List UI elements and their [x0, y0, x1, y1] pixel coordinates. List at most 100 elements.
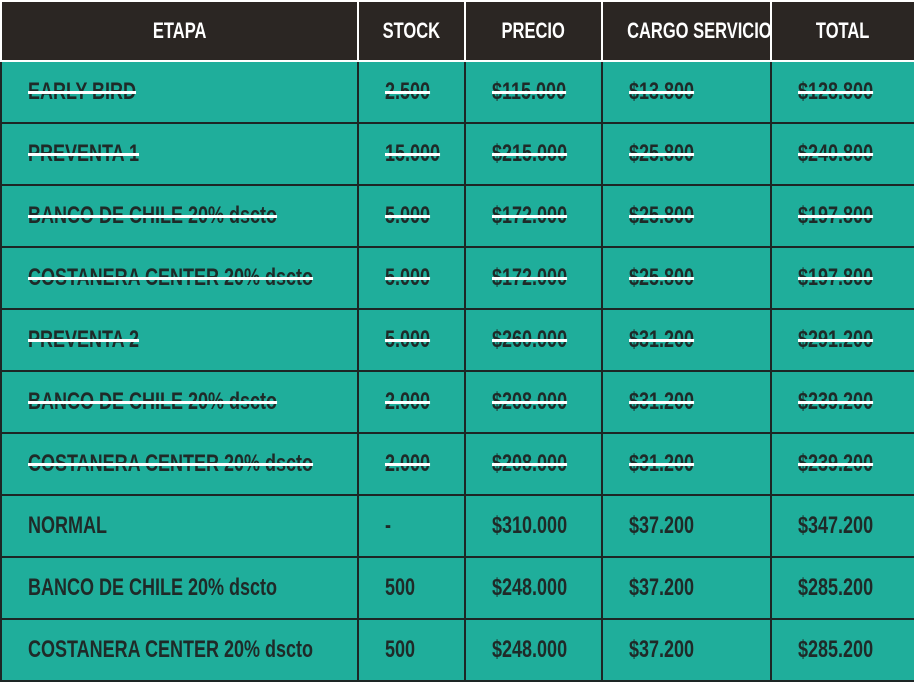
- table-cell: BANCO DE CHILE 20% dscto: [0, 370, 359, 434]
- header-cell: STOCK: [357, 0, 466, 62]
- table-cell-text: 5.000: [385, 264, 431, 291]
- table-cell-text: BANCO DE CHILE 20% dscto: [28, 574, 278, 601]
- table-row: BANCO DE CHILE 20% dscto 2.000 $208.000 $31…: [0, 370, 914, 434]
- table-cell-text: $25.800: [629, 264, 695, 291]
- table-cell: 5.000: [357, 246, 466, 310]
- table-cell-text: COSTANERA CENTER 20% dscto: [28, 450, 314, 477]
- table-cell-text: $347.200: [798, 512, 874, 539]
- table-cell: COSTANERA CENTER 20% dscto: [0, 246, 359, 310]
- table-cell-text: $25.800: [629, 140, 695, 167]
- table-cell: $248.000: [464, 618, 603, 682]
- table-header: ETAPA STOCK PRECIO CARGO SERVICIO TOTAL: [0, 0, 914, 62]
- table-row: COSTANERA CENTER 20% dscto 500 $248.000 $37…: [0, 618, 914, 682]
- table-cell: $248.000: [464, 556, 603, 620]
- table-cell: COSTANERA CENTER 20% dscto: [0, 432, 359, 496]
- table-row: COSTANERA CENTER 20% dscto 5.000 $172.000 $…: [0, 246, 914, 310]
- header-cell: CARGO SERVICIO: [601, 0, 772, 62]
- table-cell: $31.200: [601, 432, 772, 496]
- table-cell-text: -: [385, 512, 391, 539]
- table-cell-text: 5.000: [385, 326, 431, 353]
- table-cell: $208.000: [464, 432, 603, 496]
- table-cell: $239.200: [770, 432, 914, 496]
- table-cell-text: COSTANERA CENTER 20% dscto: [28, 636, 314, 663]
- header-cell-text: CARGO SERVICIO: [627, 18, 771, 43]
- table-cell: $285.200: [770, 556, 914, 620]
- table-cell-text: $240.800: [798, 140, 874, 167]
- table-cell: BANCO DE CHILE 20% dscto: [0, 184, 359, 248]
- header-cell: ETAPA: [0, 0, 359, 62]
- table-cell: $347.200: [770, 494, 914, 558]
- table-cell: PREVENTA 1: [0, 122, 359, 186]
- table-cell-text: $37.200: [629, 574, 695, 601]
- table-cell: $208.000: [464, 370, 603, 434]
- table-cell: $25.800: [601, 246, 772, 310]
- table-cell-text: $208.000: [492, 388, 568, 415]
- table-cell: $25.800: [601, 122, 772, 186]
- table-cell: 2.000: [357, 370, 466, 434]
- table-cell-text: PREVENTA 1: [28, 140, 140, 167]
- table-cell-text: $285.200: [798, 574, 874, 601]
- table-cell: 15.000: [357, 122, 466, 186]
- table-cell-text: $208.000: [492, 450, 568, 477]
- table-cell: $172.000: [464, 184, 603, 248]
- table-cell: $197.800: [770, 246, 914, 310]
- table-cell-text: $285.200: [798, 636, 874, 663]
- table-cell: 5.000: [357, 308, 466, 372]
- table-cell-text: $13.800: [629, 78, 695, 105]
- table-cell-text: $310.000: [492, 512, 568, 539]
- table-cell: $172.000: [464, 246, 603, 310]
- table-cell: 5.000: [357, 184, 466, 248]
- table-cell: $115.000: [464, 60, 603, 124]
- table-cell-text: $25.800: [629, 202, 695, 229]
- table-cell: $128.800: [770, 60, 914, 124]
- table-cell: $25.800: [601, 184, 772, 248]
- table-row: BANCO DE CHILE 20% dscto 500 $248.000 $37.2…: [0, 556, 914, 620]
- table-row: NORMAL - $310.000 $37.200 $347.200: [0, 494, 914, 558]
- table-row: PREVENTA 1 15.000 $215.000 $25.800 $240.800: [0, 122, 914, 186]
- header-row: ETAPA STOCK PRECIO CARGO SERVICIO TOTAL: [0, 0, 914, 62]
- table-cell-text: BANCO DE CHILE 20% dscto: [28, 202, 278, 229]
- table-cell-text: 2.500: [385, 78, 431, 105]
- table-cell: $37.200: [601, 556, 772, 620]
- table-cell-text: $31.200: [629, 388, 695, 415]
- table-cell-text: $248.000: [492, 636, 568, 663]
- table-cell-text: $115.000: [492, 78, 567, 105]
- table-cell: $260.000: [464, 308, 603, 372]
- table-cell: $291.200: [770, 308, 914, 372]
- header-cell-text: STOCK: [382, 18, 441, 43]
- table-cell: 2.500: [357, 60, 466, 124]
- header-cell-text: TOTAL: [816, 18, 870, 43]
- table-cell: $31.200: [601, 308, 772, 372]
- table-cell: $239.200: [770, 370, 914, 434]
- table-cell: $310.000: [464, 494, 603, 558]
- table-cell-text: $37.200: [629, 512, 695, 539]
- table-cell-text: 500: [385, 574, 416, 601]
- table-cell-text: $128.800: [798, 78, 874, 105]
- table-cell: 2.000: [357, 432, 466, 496]
- table-cell-text: $197.800: [798, 264, 874, 291]
- table-cell-text: $172.000: [492, 264, 568, 291]
- table-row: EARLY BIRD 2.500 $115.000 $13.800 $128.800: [0, 60, 914, 124]
- table-cell: BANCO DE CHILE 20% dscto: [0, 556, 359, 620]
- table-cell: $37.200: [601, 618, 772, 682]
- table-cell: $285.200: [770, 618, 914, 682]
- table-cell: $197.800: [770, 184, 914, 248]
- table-cell: 500: [357, 618, 466, 682]
- table-cell-text: 2.000: [385, 450, 431, 477]
- table-cell: $240.800: [770, 122, 914, 186]
- table-cell-text: EARLY BIRD: [28, 78, 137, 105]
- table-cell-text: $197.800: [798, 202, 874, 229]
- table-cell-text: 5.000: [385, 202, 431, 229]
- table-cell: -: [357, 494, 466, 558]
- header-cell: TOTAL: [770, 0, 914, 62]
- table-cell: $13.800: [601, 60, 772, 124]
- table-cell-text: $215.000: [492, 140, 568, 167]
- table-cell: $37.200: [601, 494, 772, 558]
- table-cell-text: $248.000: [492, 574, 568, 601]
- table-cell-text: $260.000: [492, 326, 568, 353]
- header-cell-text: ETAPA: [152, 18, 207, 43]
- table-cell-text: COSTANERA CENTER 20% dscto: [28, 264, 314, 291]
- table-cell-text: $31.200: [629, 326, 695, 353]
